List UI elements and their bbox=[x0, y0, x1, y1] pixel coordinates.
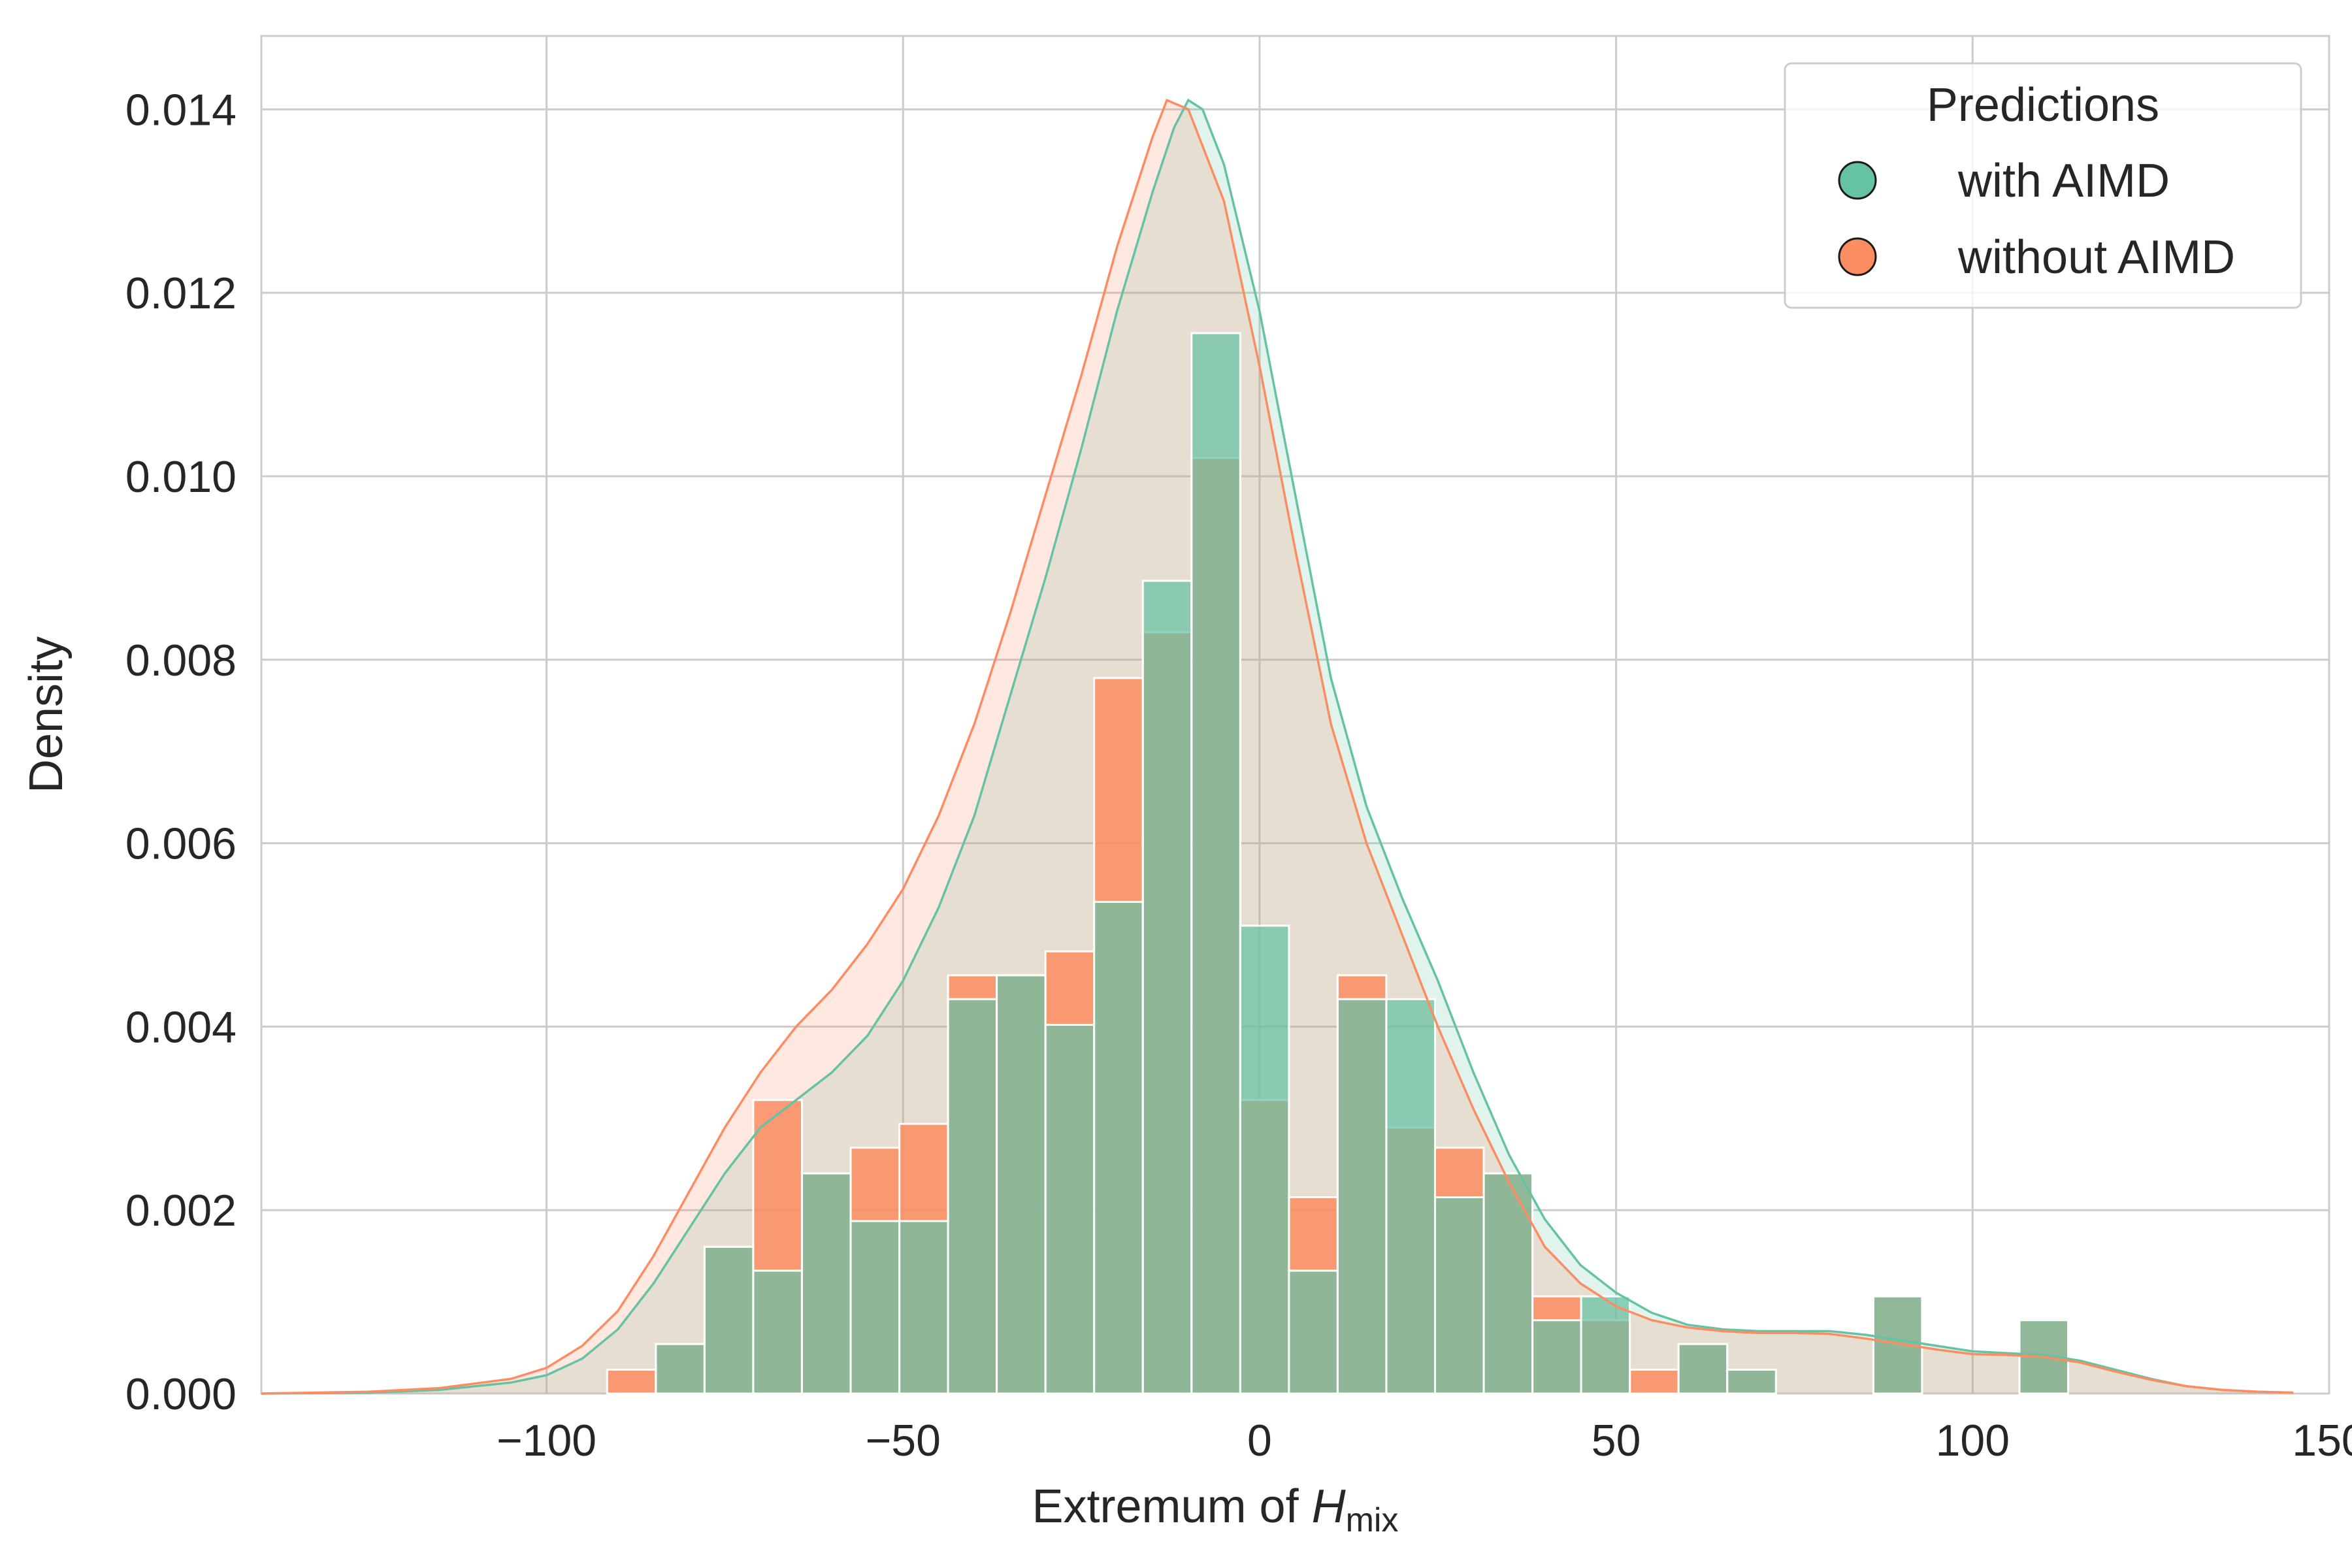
hist-bar-with-aimd bbox=[996, 974, 1047, 1395]
hist-bar-with-aimd bbox=[655, 1343, 706, 1395]
y-axis-label: Density bbox=[20, 636, 73, 793]
hist-bar-with-aimd bbox=[1141, 580, 1193, 1395]
grid-lines bbox=[261, 36, 2330, 1395]
hist-bar-with-aimd bbox=[1190, 332, 1241, 1395]
tick-labels: −100 −50 0 50 100 150 0.000 0.002 0.004 0.006 0.00… bbox=[125, 85, 2352, 1465]
legend: Predictions with AIMD without AIMD bbox=[1784, 62, 2302, 309]
hist-bar-with-aimd bbox=[1239, 924, 1290, 1395]
x-axis-label-variable: H bbox=[1312, 1480, 1347, 1533]
hist-bar-with-aimd bbox=[1385, 998, 1436, 1395]
hist-bar-without-aimd bbox=[606, 1369, 657, 1395]
hist-bar-with-aimd bbox=[898, 1220, 949, 1395]
legend-label-with-aimd: with AIMD bbox=[1957, 155, 2170, 207]
x-tick-label: 50 bbox=[1592, 1416, 1641, 1465]
y-tick-label: 0.006 bbox=[125, 819, 237, 869]
x-tick-label: −100 bbox=[497, 1416, 596, 1465]
x-axis-label-text: Extremum of bbox=[1032, 1480, 1312, 1533]
y-tick-label: 0.014 bbox=[125, 85, 237, 135]
x-tick-label: 100 bbox=[1936, 1416, 2010, 1465]
y-tick-label: 0.002 bbox=[125, 1186, 237, 1235]
legend-title: Predictions bbox=[1927, 79, 2159, 131]
hist-bar-with-aimd bbox=[703, 1245, 755, 1395]
y-tick-label: 0.004 bbox=[125, 1002, 237, 1052]
hist-bar-with-aimd bbox=[1531, 1319, 1582, 1395]
kde-fill-without-aimd bbox=[261, 100, 2294, 1394]
x-tick-label: −50 bbox=[866, 1416, 941, 1465]
y-tick-label: 0.008 bbox=[125, 636, 237, 685]
x-tick-label: 150 bbox=[2292, 1416, 2352, 1465]
legend-marker-with-aimd bbox=[1838, 161, 1877, 200]
hist-bar-with-aimd bbox=[849, 1220, 900, 1395]
legend-label-without-aimd: without AIMD bbox=[1957, 231, 2235, 284]
hist-bar-with-aimd bbox=[752, 1269, 803, 1395]
hist-bar-with-aimd bbox=[1580, 1295, 1631, 1395]
hist-bar-with-aimd bbox=[1093, 900, 1144, 1395]
legend-box bbox=[1784, 62, 2302, 309]
hist-bar-with-aimd bbox=[1482, 1172, 1534, 1395]
hist-bar-with-aimd bbox=[1726, 1369, 1777, 1395]
hist-bar-with-aimd bbox=[1044, 1024, 1096, 1395]
kde-curves bbox=[261, 98, 2294, 1395]
hist-bar-with-aimd bbox=[1434, 1196, 1485, 1395]
kde-fill-with-aimd bbox=[261, 100, 2294, 1394]
hist-bar-with-aimd bbox=[1677, 1343, 1729, 1395]
hist-bar-with-aimd bbox=[947, 998, 998, 1395]
kde-line-with-aimd bbox=[261, 98, 2294, 1395]
x-axis-label: Extremum of Hmix bbox=[1032, 1480, 1399, 1539]
y-tick-label: 0.010 bbox=[125, 452, 237, 502]
hist-bar-with-aimd bbox=[801, 1172, 852, 1395]
hist-bar-without-aimd bbox=[1629, 1369, 1680, 1395]
kde-line-without-aimd bbox=[261, 98, 2294, 1395]
x-axis-label-subscript: mix bbox=[1346, 1501, 1399, 1539]
legend-marker-without-aimd bbox=[1838, 237, 1877, 276]
hist-bar-with-aimd bbox=[1288, 1269, 1339, 1395]
hist-bar-with-aimd bbox=[1336, 998, 1388, 1395]
x-tick-label: 0 bbox=[1247, 1416, 1272, 1465]
histogram-bars bbox=[261, 100, 2294, 1395]
y-tick-label: 0.012 bbox=[125, 269, 237, 318]
y-tick-label: 0.000 bbox=[125, 1369, 237, 1419]
